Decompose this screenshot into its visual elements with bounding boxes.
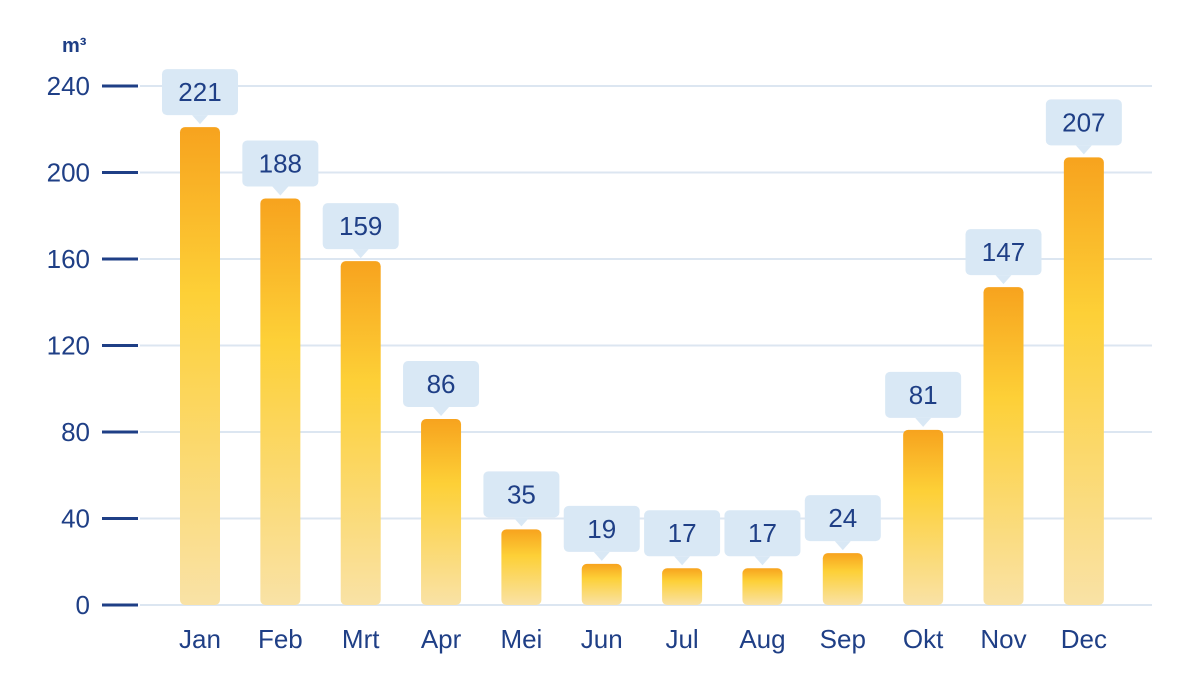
- x-axis: Jan Feb Mrt Apr Mei Jun Jul Aug Sep Okt Nov Dec: [179, 624, 1107, 654]
- data-label: 17: [748, 518, 777, 548]
- y-tick-label: 160: [47, 244, 90, 274]
- data-label-box: [965, 229, 1042, 276]
- data-label: 24: [828, 503, 857, 533]
- data-label: 35: [507, 479, 536, 509]
- data-label-callout: 221: [162, 69, 238, 125]
- data-label-callout: 24: [804, 495, 881, 551]
- data-label-box: [644, 510, 721, 557]
- x-tick-label: Feb: [258, 624, 303, 654]
- data-label: 17: [668, 518, 697, 548]
- data-label-pointer: [513, 517, 530, 527]
- y-tick-label: 80: [61, 417, 90, 447]
- data-label: 221: [178, 77, 221, 107]
- bars: [180, 127, 1104, 606]
- data-label-box: [403, 361, 480, 408]
- data-label: 207: [1062, 107, 1105, 137]
- data-label-callout: 147: [965, 229, 1042, 285]
- data-label-pointer: [674, 556, 691, 566]
- bar: [421, 419, 462, 605]
- data-label-callout: 17: [724, 510, 801, 566]
- y-tick-label: 0: [76, 590, 90, 620]
- data-label-box: [724, 510, 801, 557]
- bar: [822, 553, 863, 605]
- x-tick-label: Dec: [1061, 624, 1107, 654]
- data-label-box: [483, 471, 560, 518]
- data-label-callout: 207: [1045, 99, 1122, 155]
- bar: [742, 568, 783, 605]
- y-tick-label: 200: [47, 158, 90, 188]
- data-label-pointer: [754, 556, 771, 566]
- data-label: 147: [982, 237, 1025, 267]
- bar: [1063, 157, 1104, 606]
- data-label-box: [563, 505, 640, 552]
- data-label-callout: 81: [885, 371, 962, 427]
- bar: [340, 261, 381, 605]
- data-label-callout: 17: [644, 510, 721, 566]
- bar: [501, 529, 542, 605]
- bar: [662, 568, 703, 605]
- x-tick-label: Aug: [739, 624, 785, 654]
- y-tick-label: 120: [47, 331, 90, 361]
- y-tick-label: 240: [47, 71, 90, 101]
- data-label: 81: [909, 380, 938, 410]
- data-label-box: [242, 140, 319, 187]
- x-tick-label: Okt: [903, 624, 944, 654]
- data-label-pointer: [192, 115, 208, 125]
- data-label-callout: 86: [403, 361, 480, 417]
- data-label-pointer: [915, 417, 932, 427]
- y-axis-unit-label: m³: [62, 35, 87, 57]
- data-label: 188: [259, 148, 302, 178]
- x-tick-label: Jan: [179, 624, 221, 654]
- data-labels: 221 188 159 86 35 19 17 17 24 81 147 207: [162, 69, 1122, 566]
- x-tick-label: Apr: [421, 624, 462, 654]
- data-label-pointer: [272, 186, 289, 196]
- data-label-callout: 188: [242, 140, 319, 196]
- data-label-box: [1045, 99, 1122, 146]
- x-tick-label: Mrt: [342, 624, 380, 654]
- data-label-pointer: [593, 551, 610, 561]
- bar: [581, 563, 622, 605]
- bar: [983, 287, 1024, 605]
- data-label-box: [804, 495, 881, 542]
- data-label-callout: 19: [563, 505, 640, 561]
- data-label-pointer: [433, 407, 450, 417]
- data-label: 86: [427, 369, 456, 399]
- data-label-box: [162, 69, 238, 116]
- x-tick-label: Jun: [581, 624, 623, 654]
- data-label-pointer: [352, 249, 369, 259]
- x-tick-label: Mei: [500, 624, 542, 654]
- bar: [260, 198, 301, 605]
- x-tick-label: Jul: [665, 624, 698, 654]
- data-label: 19: [587, 514, 616, 544]
- data-label-pointer: [1075, 145, 1092, 155]
- data-label: 159: [339, 211, 382, 241]
- x-tick-label: Sep: [820, 624, 866, 654]
- data-label-callout: 35: [483, 471, 560, 527]
- x-tick-label: Nov: [980, 624, 1026, 654]
- y-axis: 0 40 80 120 160 200 240: [47, 71, 138, 620]
- data-label-pointer: [834, 541, 851, 551]
- bar: [180, 127, 220, 606]
- bar: [903, 429, 944, 605]
- data-label-box: [885, 371, 962, 418]
- y-tick-label: 40: [61, 504, 90, 534]
- data-label-box: [322, 203, 399, 250]
- data-label-pointer: [995, 275, 1012, 285]
- data-label-callout: 159: [322, 203, 399, 259]
